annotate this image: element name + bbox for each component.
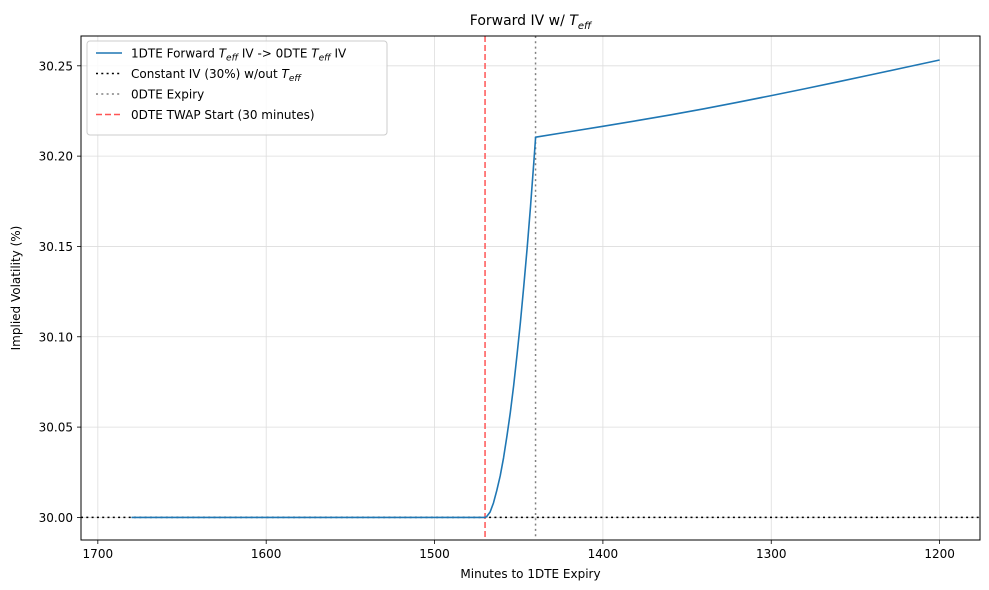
x-tick-label: 1500 <box>419 547 450 561</box>
y-tick-label: 30.25 <box>39 59 73 73</box>
legend-label: 1DTE Forward Teff IV -> 0DTE Teff IV <box>131 47 347 64</box>
x-tick-label: 1700 <box>83 547 114 561</box>
y-tick-label: 30.20 <box>39 150 73 164</box>
chart-title-sub: eff <box>578 21 593 32</box>
chart-title-var: T <box>569 13 579 29</box>
x-tick-label: 1600 <box>251 547 282 561</box>
x-tick-label: 1400 <box>588 547 619 561</box>
legend: 1DTE Forward Teff IV -> 0DTE Teff IV Cons… <box>86 40 388 136</box>
series-line <box>131 59 940 519</box>
ticks: 1700 1600 1500 1400 1300 1200 30.00 30.05 30.10 3… <box>39 59 955 561</box>
chart-title-main: Forward IV w/ <box>470 13 570 29</box>
x-tick-label: 1200 <box>924 547 955 561</box>
y-tick-label: 30.15 <box>39 240 73 254</box>
legend-label: 0DTE TWAP Start (30 minutes) <box>131 108 315 122</box>
y-axis-label: Implied Volatility (%) <box>9 226 23 351</box>
legend-box <box>86 40 388 136</box>
x-tick-label: 1300 <box>756 547 787 561</box>
x-axis-label: Minutes to 1DTE Expiry <box>460 567 600 581</box>
legend-label: Constant IV (30%) w/out Teff <box>131 67 302 84</box>
y-tick-label: 30.05 <box>39 421 73 435</box>
y-tick-label: 30.00 <box>39 511 73 525</box>
y-tick-label: 30.10 <box>39 330 73 344</box>
axes-frame <box>80 35 981 541</box>
plot-lines <box>81 36 980 540</box>
chart-title: Forward IV w/ Teff <box>470 13 593 32</box>
legend-label: 0DTE Expiry <box>131 88 204 102</box>
